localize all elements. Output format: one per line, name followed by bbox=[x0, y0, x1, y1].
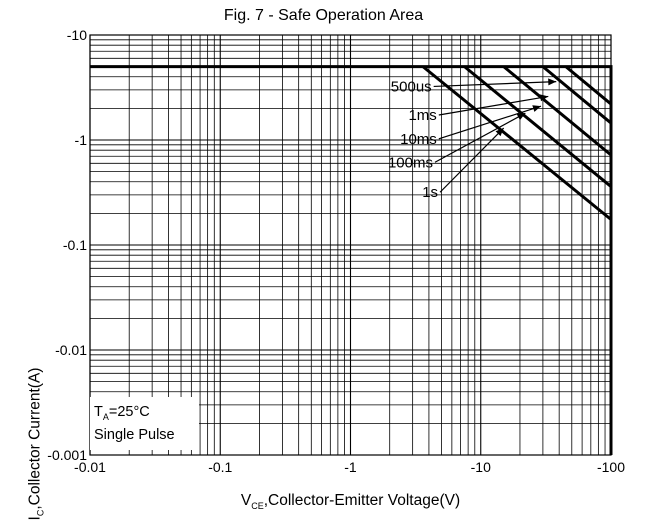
x-tick-label: -1 bbox=[344, 459, 357, 475]
x-tick-label: -100 bbox=[597, 459, 625, 475]
annotation-label-10ms: 10ms bbox=[400, 131, 437, 148]
y-axis-label: IC,Collector Current(A) bbox=[26, 368, 45, 520]
annotation-arrow-100ms bbox=[434, 112, 526, 163]
y-label-symbol: I bbox=[26, 516, 44, 520]
grid bbox=[89, 35, 611, 456]
y-tick-label: -0.01 bbox=[55, 342, 87, 358]
legend-pulse: Single Pulse bbox=[94, 427, 175, 443]
annotation-arrow-1s bbox=[439, 127, 505, 193]
y-tick-label: -0.001 bbox=[47, 447, 87, 463]
annotation-arrow-500us bbox=[433, 80, 557, 88]
x-tick-label: -0.01 bbox=[74, 459, 106, 475]
tick-labels: -0.01 -0.1 -1 -10 -100-10-1-0.1-0.01-0.001 bbox=[47, 27, 625, 475]
x-tick-label: -10 bbox=[471, 459, 491, 475]
series-line-1s bbox=[422, 65, 612, 221]
condition-legend: TA=25°C Single Pulse bbox=[90, 397, 199, 450]
x-tick-label: -0.1 bbox=[208, 459, 232, 475]
legend-temperature: TA=25°C bbox=[94, 402, 150, 427]
x-label-text: ,Collector-Emitter Voltage(V) bbox=[263, 492, 461, 509]
y-label-text: ,Collector Current(A) bbox=[26, 367, 44, 510]
x-label-symbol: V bbox=[240, 492, 252, 509]
annotation-arrowhead-100ms bbox=[516, 113, 526, 121]
annotation-arrowhead-1ms bbox=[539, 94, 549, 102]
annotation-label-1ms: 1ms bbox=[408, 107, 436, 124]
annotation-arrowhead-1s bbox=[495, 128, 504, 137]
series-line-100ms bbox=[463, 65, 612, 188]
y-tick-label: -0.1 bbox=[63, 237, 87, 253]
y-tick-label: -10 bbox=[67, 27, 87, 43]
x-label-sub: CE bbox=[251, 501, 264, 512]
series-line-1ms bbox=[541, 65, 612, 125]
annotation-label-100ms: 100ms bbox=[388, 154, 433, 171]
y-label-sub: C bbox=[35, 509, 46, 517]
legend-temp-symbol: T bbox=[94, 404, 103, 420]
x-axis-label: VCE,Collector-Emitter Voltage(V) bbox=[90, 492, 611, 511]
y-tick-label: -1 bbox=[75, 132, 88, 148]
annotation-arrowhead-10ms bbox=[532, 105, 541, 112]
legend-temp-sub: A bbox=[102, 411, 109, 422]
annotation-arrow-10ms bbox=[438, 105, 542, 140]
annotations: 500us 1ms 10ms 100ms 1s bbox=[388, 78, 557, 201]
annotation-arrow-1ms bbox=[438, 95, 549, 116]
axes bbox=[89, 34, 612, 456]
annotation-label-1s: 1s bbox=[422, 184, 438, 201]
annotation-label-500us: 500us bbox=[391, 78, 432, 95]
plot-frame bbox=[89, 34, 612, 456]
annotation-arrowhead-500us bbox=[548, 78, 557, 86]
chart-title: Fig. 7 - Safe Operation Area bbox=[223, 7, 424, 24]
series-line-500us bbox=[564, 65, 612, 106]
series-line-10ms bbox=[502, 65, 612, 157]
legend-temp-value: =25°C bbox=[108, 404, 150, 420]
